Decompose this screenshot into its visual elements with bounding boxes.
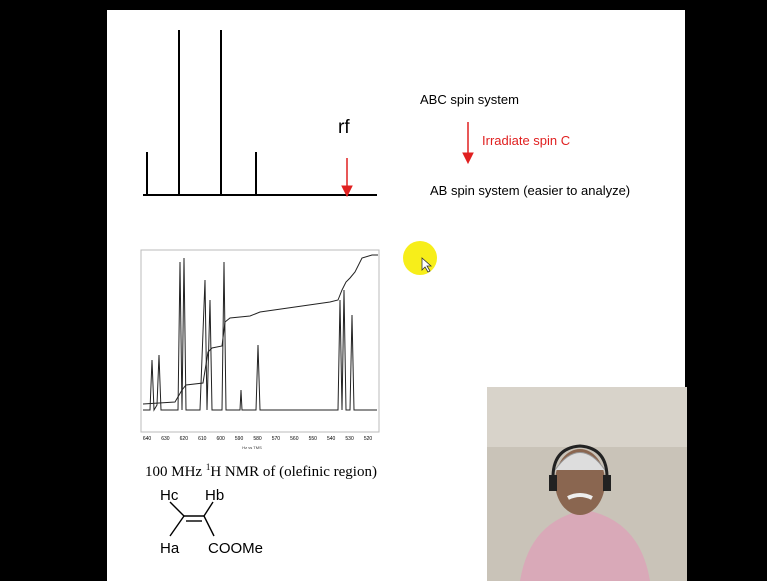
axis-tick-label: 610	[198, 436, 207, 442]
axis-tick-label: 590	[235, 436, 244, 442]
axis-tick-label: 550	[309, 436, 318, 442]
rf-label: rf	[338, 117, 350, 138]
axis-tick-label: 630	[161, 436, 170, 442]
abc-label: ABC spin system	[420, 92, 519, 107]
axis-tick-label: 560	[290, 436, 299, 442]
axis-tick-label: 640	[143, 436, 152, 442]
hc-label: Hc	[160, 487, 179, 504]
webcam	[487, 387, 687, 581]
ester-label: COOMe	[208, 540, 263, 557]
hb-label: Hb	[205, 487, 224, 504]
irradiate-label: Irradiate spin C	[482, 133, 570, 148]
pointer-highlight	[403, 241, 437, 275]
axis-tick-label: 540	[327, 436, 336, 442]
axis-tick-label: 580	[253, 436, 262, 442]
axis-tick-label: 520	[364, 436, 373, 442]
ha-label: Ha	[160, 540, 180, 557]
caption-pre: 100 MHz	[145, 464, 206, 480]
axis-tick-label: 600	[216, 436, 225, 442]
axis-tick-label: 570	[272, 436, 281, 442]
caption: 100 MHz 1H NMR of (olefinic region)	[145, 462, 377, 480]
screen: rf ABC spin system Irradiate spin C AB s…	[0, 0, 767, 581]
caption-post: H NMR of (olefinic region)	[210, 464, 377, 480]
axis-tick-label: 620	[180, 436, 189, 442]
axis-tick-label: 530	[345, 436, 354, 442]
ab-label: AB spin system (easier to analyze)	[430, 183, 630, 198]
axis-title: Hz vs TMS	[242, 445, 262, 450]
